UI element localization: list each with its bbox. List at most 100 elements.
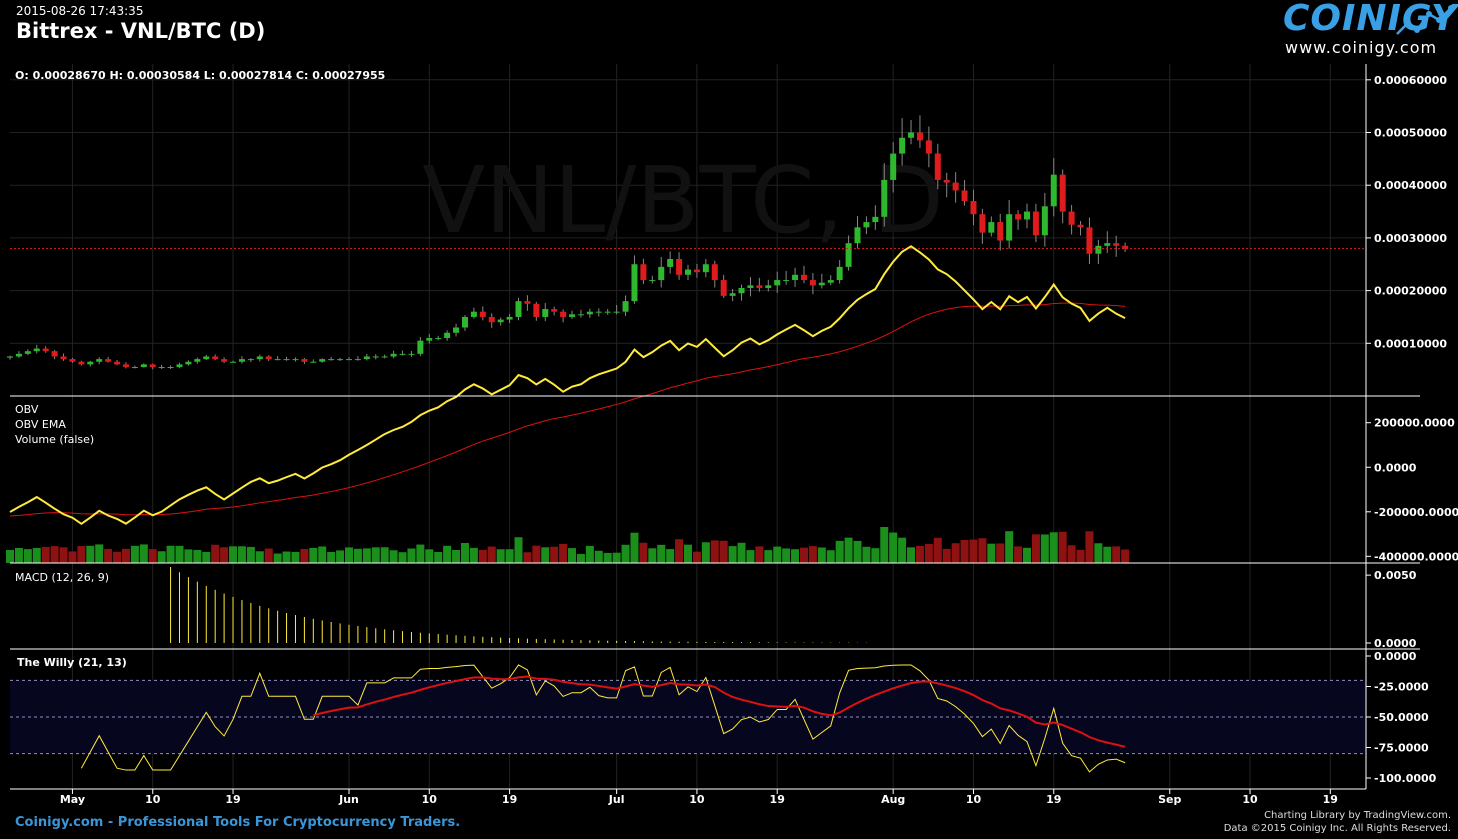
- volume-bar: [175, 545, 184, 563]
- volume-bar: [407, 548, 416, 563]
- candle-body: [604, 311, 611, 313]
- x-tick-label: 10: [689, 793, 705, 806]
- volume-bar: [692, 551, 701, 563]
- volume-bar: [737, 542, 746, 563]
- volume-bar: [719, 540, 728, 563]
- candle-body: [872, 216, 879, 223]
- candle-body: [203, 356, 210, 360]
- candle-body: [479, 311, 486, 317]
- volume-bar: [23, 549, 32, 563]
- x-tick-label: 10: [145, 793, 161, 806]
- candle-body: [33, 348, 40, 352]
- volume-bar: [808, 546, 817, 563]
- candle-body: [265, 356, 272, 360]
- obv-tick-label: 0.0000: [1374, 461, 1417, 474]
- volume-bar: [496, 549, 505, 563]
- volume-bar: [630, 532, 639, 563]
- volume-bar: [826, 550, 835, 563]
- volume-bar: [764, 550, 773, 563]
- candle-body: [934, 153, 941, 180]
- candle-body: [881, 179, 888, 217]
- candle-body: [354, 359, 361, 361]
- volume-bar: [327, 551, 336, 563]
- candle-body: [792, 274, 799, 281]
- candle-body: [783, 280, 790, 282]
- candle-body: [87, 361, 94, 365]
- candle-body: [497, 319, 504, 323]
- candle-body: [105, 359, 112, 362]
- volume-bar: [1058, 531, 1067, 563]
- volume-bar: [59, 547, 68, 563]
- volume-bar: [121, 548, 130, 563]
- volume-bar: [969, 539, 978, 563]
- candle-body: [310, 361, 317, 363]
- x-tick-label: 10: [966, 793, 982, 806]
- volume-bar: [1014, 546, 1023, 563]
- candle-body: [908, 132, 915, 138]
- candle-body: [756, 285, 763, 288]
- volume-bar: [255, 551, 264, 563]
- candle-body: [51, 351, 58, 357]
- footer-tagline[interactable]: Coinigy.com - Professional Tools For Cry…: [15, 815, 461, 830]
- footer-credit[interactable]: Charting Library by TradingView.com.: [1264, 810, 1451, 821]
- volume-bar: [309, 547, 318, 563]
- candle-body: [176, 364, 183, 368]
- price-pane[interactable]: [7, 115, 1366, 370]
- obv-tick-label: -200000.0000: [1374, 506, 1458, 519]
- volume-bar: [701, 542, 710, 563]
- candle-body: [1113, 243, 1120, 246]
- candle-body: [800, 274, 807, 281]
- volume-bar: [104, 548, 113, 563]
- macd-pane[interactable]: [170, 567, 867, 643]
- candle-body: [667, 258, 674, 267]
- candle-body: [140, 364, 147, 368]
- x-tick-label: Aug: [881, 793, 905, 806]
- obv-ema-line: [9, 302, 1126, 517]
- candle-body: [1122, 245, 1129, 249]
- candle-body: [577, 314, 584, 316]
- volume-bar: [942, 548, 951, 563]
- candle-body: [586, 311, 593, 315]
- candle-body: [595, 311, 602, 313]
- volume-bar: [853, 540, 862, 563]
- volume-bar: [594, 550, 603, 563]
- axes: May 10 19 Jun 10 19 Jul 10 19 Aug 10 19 Sep 10 19 0.000…: [10, 64, 1458, 806]
- willy-tick-label: -50.0000: [1374, 711, 1429, 724]
- candle-body: [408, 353, 415, 355]
- volume-bar: [434, 551, 443, 563]
- obv-pane[interactable]: [6, 245, 1130, 563]
- candle-body: [890, 153, 897, 180]
- volume-bar: [880, 526, 889, 563]
- y-tick-label: 0.00040000: [1374, 179, 1447, 192]
- willy-pane[interactable]: [10, 664, 1366, 773]
- volume-bar: [862, 546, 871, 563]
- candle-body: [1068, 211, 1075, 225]
- watermark-text: VNL/BTC, D: [422, 147, 944, 254]
- candle-body: [96, 359, 103, 362]
- volume-bar: [514, 537, 523, 563]
- volume-bar: [871, 548, 880, 563]
- volume-bar: [452, 550, 461, 563]
- candle-body: [167, 367, 174, 369]
- candle-body: [15, 353, 22, 357]
- candle-body: [943, 179, 950, 183]
- x-tick-label: 19: [770, 793, 785, 806]
- candle-body: [274, 359, 281, 361]
- volume-bar: [960, 540, 969, 563]
- logo-url[interactable]: www.coinigy.com: [1285, 38, 1438, 57]
- volume-bar: [1121, 549, 1130, 563]
- candle-body: [461, 316, 468, 328]
- candle-body: [444, 332, 451, 339]
- candle-body: [569, 314, 576, 317]
- volume-bar: [585, 545, 594, 563]
- obv-label: OBV: [15, 403, 39, 416]
- candle-body: [149, 364, 156, 368]
- volume-bar: [1067, 545, 1076, 563]
- coinigy-logo[interactable]: COINIGY www.coinigy.com: [1283, 0, 1457, 58]
- candle-body: [328, 359, 335, 361]
- volume-bar: [684, 544, 692, 563]
- volume-bar: [291, 551, 300, 563]
- candle-body: [827, 280, 834, 283]
- candle-body: [542, 309, 549, 317]
